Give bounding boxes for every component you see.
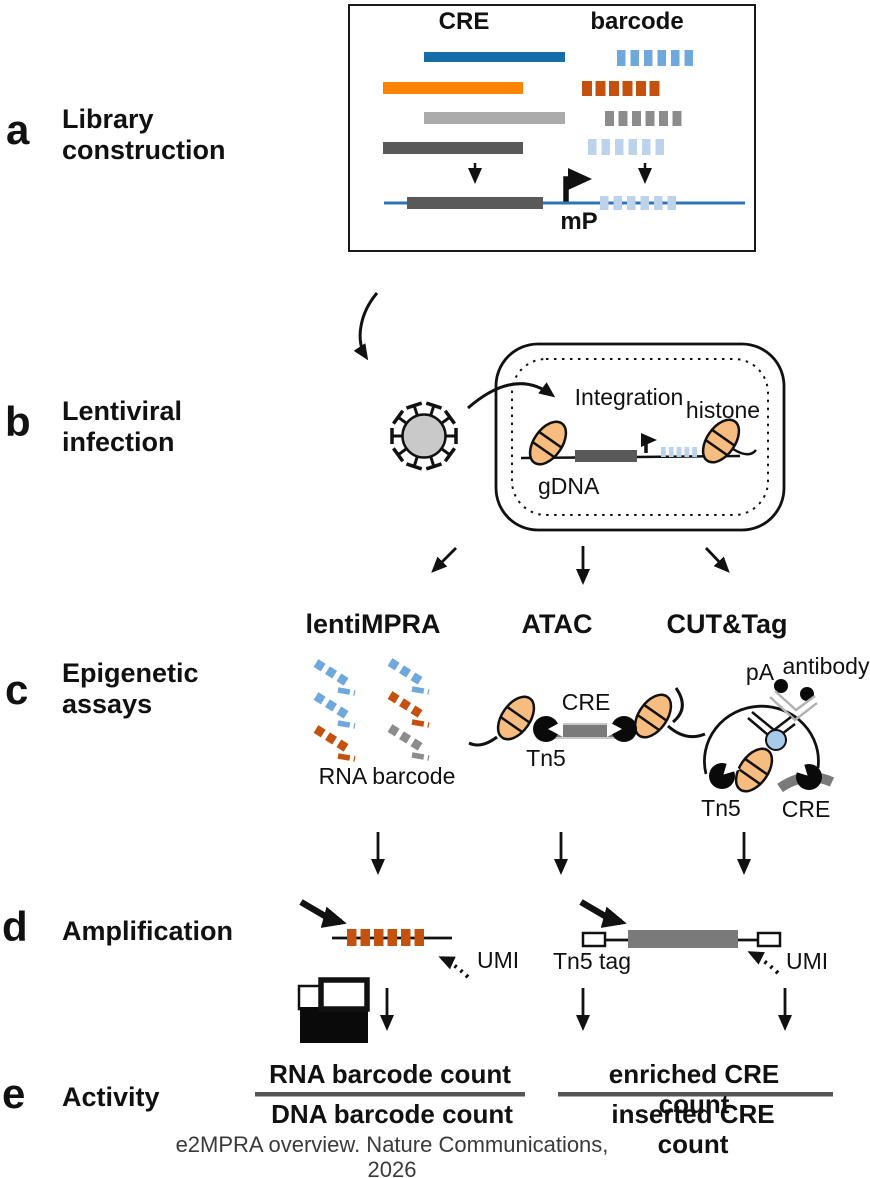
primer-arrow-icon <box>299 899 347 928</box>
panel-a-art <box>383 50 745 210</box>
umi-label-left: UMI <box>477 947 520 973</box>
cutntag-art <box>671 679 835 799</box>
cre-column-header: CRE <box>438 8 490 35</box>
tn5-tag-label: Tn5 tag <box>553 948 631 974</box>
enriched-cre-bar <box>628 930 738 948</box>
tn5-tag-box-right <box>756 931 782 948</box>
integrated-promoter-arrow <box>641 433 657 453</box>
section-title-e: Activity <box>62 1082 160 1112</box>
branch-arrow-cutntag <box>704 547 730 573</box>
inserted-barcode-dashes <box>600 196 676 210</box>
section-letter-c: c <box>5 666 29 713</box>
pa-label: pA <box>745 659 775 685</box>
cre-bar-4 <box>383 142 523 154</box>
integrated-barcode-dashes <box>661 447 697 457</box>
section-title-b: Lentiviral infection <box>62 396 183 457</box>
rna-barcode-cluster <box>316 696 355 726</box>
section-title-a: Library construction <box>62 104 226 165</box>
integration-label: Integration <box>574 384 684 410</box>
sequencer-icon <box>297 977 370 1043</box>
rna-barcode-label: RNA barcode <box>318 763 456 789</box>
panel-b-art <box>353 292 786 532</box>
figure-caption: e2MPRA overview. Nature Communications, … <box>175 1132 609 1178</box>
atac-tn5-label: Tn5 <box>526 745 566 771</box>
fraction-bar-left <box>255 1092 525 1097</box>
infection-arrow <box>467 382 556 410</box>
section-letter-a: a <box>6 106 30 153</box>
amplification-right-art <box>579 899 782 975</box>
umi-primer-icon <box>438 956 470 979</box>
cutntag-cre-label: CRE <box>781 796 831 822</box>
fraction-left-denominator: DNA barcode count <box>271 1099 513 1129</box>
virus-icon <box>390 401 458 471</box>
integrated-cre-bar <box>575 450 637 462</box>
histone-icon <box>626 687 680 745</box>
fraction-bar-right <box>558 1092 833 1097</box>
fraction-right-denominator: inserted CRE count <box>611 1099 775 1159</box>
section-title-c: Epigenetic assays <box>62 658 199 719</box>
rna-barcode-cluster <box>390 662 429 692</box>
panel-a-frame <box>348 4 756 252</box>
barcode-column-header: barcode <box>590 8 684 35</box>
branch-arrow-lentimpra <box>431 547 457 573</box>
fraction-left-numerator: RNA barcode count <box>269 1059 511 1089</box>
barcode-row-3 <box>605 111 682 126</box>
cutntag-tn5-label: Tn5 <box>701 795 741 821</box>
barcode-row-1 <box>617 50 693 66</box>
antibody-dot <box>800 687 814 701</box>
assay-header-cutntag: CUT&Tag <box>666 609 788 639</box>
dna-loop <box>703 704 820 775</box>
pa-dot <box>774 679 788 693</box>
lentimpra-art <box>316 662 429 759</box>
primer-arrow-icon <box>579 899 627 928</box>
cre-bar-2 <box>383 82 523 94</box>
atac-art <box>468 687 706 747</box>
amplification-left-art <box>297 899 470 1043</box>
umi-label-right: UMI <box>786 948 829 974</box>
inserted-cre-bar <box>407 197 543 209</box>
histone-label: histone <box>685 397 761 423</box>
flow-arrow-a-to-b <box>353 292 379 361</box>
rna-barcode-cluster <box>316 729 355 759</box>
cre-bar-1 <box>424 52 565 62</box>
minimal-promoter-label: mP <box>560 208 598 235</box>
barcode-row-2 <box>582 81 660 96</box>
rna-barcode-cluster <box>390 728 429 758</box>
promoter-arrow-icon <box>563 168 592 203</box>
cell-membrane <box>494 342 786 532</box>
gdna-label: gDNA <box>538 473 600 499</box>
section-title-d: Amplification <box>62 916 234 946</box>
antibody-label: antibody <box>782 653 870 679</box>
umi-primer-icon <box>747 951 780 975</box>
section-letter-b: b <box>5 398 31 445</box>
antibody-icon-gray <box>769 690 818 722</box>
atac-cre-label: CRE <box>561 689 611 715</box>
cre-bar-3 <box>424 112 565 124</box>
rna-barcode-cluster <box>390 695 429 725</box>
section-letter-e: e <box>2 1070 26 1117</box>
assay-header-lentimpra: lentiMPRA <box>305 609 441 639</box>
amplicon-barcode-dashes <box>347 929 424 946</box>
pa-tn5-bead <box>765 729 787 751</box>
section-letter-d: d <box>2 903 28 950</box>
fraction-right-numerator: enriched CRE count <box>608 1059 780 1119</box>
tn5-tag-box-left <box>581 931 607 948</box>
gdna-squiggle <box>732 447 757 456</box>
barcode-row-4 <box>588 139 664 155</box>
histone-icon <box>489 689 543 747</box>
rna-barcode-cluster <box>316 663 355 693</box>
assay-header-atac: ATAC <box>521 609 593 639</box>
